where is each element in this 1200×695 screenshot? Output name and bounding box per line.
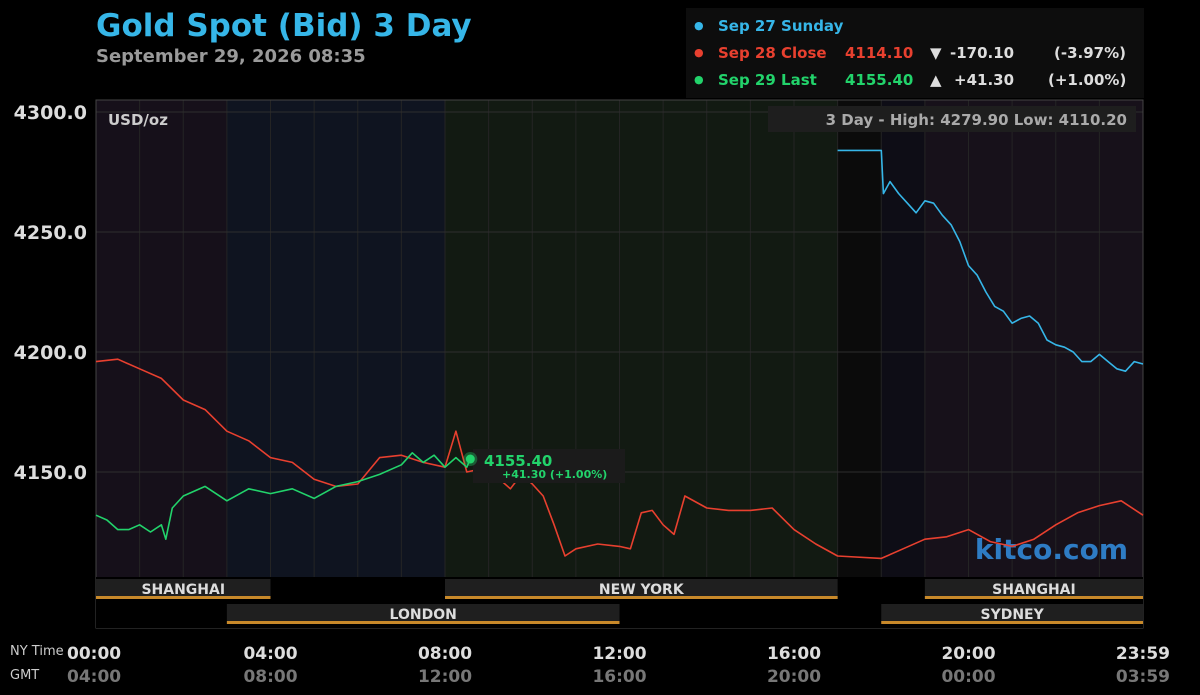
grid-layer xyxy=(96,100,1143,577)
x-tick-label-gmt: 20:00 xyxy=(767,667,821,687)
ny-time-label: NY Time xyxy=(10,644,64,659)
legend-arrow-up-icon: ▲ xyxy=(930,71,942,89)
series-line xyxy=(95,451,472,541)
legend-arrow-down-icon: ▼ xyxy=(930,44,942,62)
series-line xyxy=(837,149,1144,373)
session-label: NEW YORK xyxy=(599,582,685,598)
session-shade xyxy=(445,100,838,577)
session-bar-underline xyxy=(96,596,271,599)
session-bar-underline xyxy=(226,621,620,624)
x-tick-label-ny: 00:00 xyxy=(67,644,121,664)
x-tick-label-ny: 20:00 xyxy=(941,644,995,664)
session-bar xyxy=(445,579,838,599)
session-shade xyxy=(226,100,445,577)
session-shade xyxy=(837,100,882,577)
y-tick-label: 4150.0 xyxy=(14,462,87,484)
session-label: SHANGHAI xyxy=(992,582,1076,598)
legend-price: 4114.10 xyxy=(845,44,914,62)
x-tick-label-gmt: 04:00 xyxy=(67,667,121,687)
legend-dot-icon: ● xyxy=(694,19,704,32)
legend-price: 4155.40 xyxy=(845,71,914,89)
gmt-label: GMT xyxy=(10,668,39,683)
x-tick-label-ny: 08:00 xyxy=(418,644,472,664)
legend-row-sep29: ● Sep 29 Last 4155.40 ▲ +41.30 (+1.00%) xyxy=(686,71,1144,91)
session-bar-underline xyxy=(881,621,1143,624)
x-tick-label-ny: 04:00 xyxy=(243,644,297,664)
range-box xyxy=(768,106,1136,132)
x-tick-label-ny: 16:00 xyxy=(767,644,821,664)
session-bar xyxy=(924,579,1143,599)
session-bar-underline xyxy=(445,596,838,599)
last-price-box xyxy=(473,449,625,483)
chart-title: Gold Spot (Bid) 3 Day xyxy=(96,8,472,44)
x-tick-label-gmt: 16:00 xyxy=(592,667,646,687)
series-layer xyxy=(95,149,1144,560)
legend: ● Sep 27 Sunday ● Sep 28 Close 4114.10 ▼… xyxy=(686,8,1144,98)
x-tick-label-gmt: 12:00 xyxy=(418,667,472,687)
x-tick-label-gmt: 00:00 xyxy=(941,667,995,687)
last-price-label: 4155.40 xyxy=(484,452,552,470)
legend-change: +41.30 xyxy=(954,71,1015,89)
session-bar xyxy=(96,579,271,599)
x-tick-label-ny: 23:59 xyxy=(1116,644,1170,664)
x-tick-label-gmt: 03:59 xyxy=(1116,667,1170,687)
legend-percent: (-3.97%) xyxy=(1054,44,1126,62)
series-line xyxy=(95,358,1144,560)
axis-layer: 4300.0 4250.0 4200.0 4150.0 00:00 04:00 04:00 0… xyxy=(14,102,1170,687)
legend-row-sep27: ● Sep 27 Sunday xyxy=(686,17,1144,37)
session-shade xyxy=(881,100,925,577)
session-shade xyxy=(924,100,1143,577)
session-bar xyxy=(226,604,620,624)
x-tick-label-ny: 12:00 xyxy=(592,644,646,664)
legend-label: Sep 28 Close xyxy=(718,44,827,62)
y-tick-label: 4200.0 xyxy=(14,342,87,364)
legend-dot-icon: ● xyxy=(694,46,704,59)
legend-row-sep28: ● Sep 28 Close 4114.10 ▼ -170.10 (-3.97%… xyxy=(686,44,1144,64)
watermark: kitco.com xyxy=(975,533,1128,566)
legend-change: -170.10 xyxy=(950,44,1015,62)
legend-label: Sep 29 Last xyxy=(718,71,817,89)
session-shade xyxy=(96,100,227,577)
session-background-layer xyxy=(96,100,1143,577)
legend-dot-icon: ● xyxy=(694,73,704,86)
session-bar-underline xyxy=(924,596,1143,599)
session-label: LONDON xyxy=(390,607,457,623)
y-tick-label: 4300.0 xyxy=(14,102,87,124)
unit-label: USD/oz xyxy=(108,111,168,129)
session-bar xyxy=(881,604,1143,624)
legend-label: Sep 27 Sunday xyxy=(718,17,844,35)
last-price-dot xyxy=(465,454,475,464)
y-tick-label: 4250.0 xyxy=(14,222,87,244)
x-tick-label-gmt: 08:00 xyxy=(243,667,297,687)
session-label: SYDNEY xyxy=(980,607,1044,623)
last-change-label: +41.30 (+1.00%) xyxy=(502,468,607,481)
session-bars-layer: SHANGHAI NEW YORK SHANGHAI LONDON SYDNEY xyxy=(96,577,1143,628)
legend-percent: (+1.00%) xyxy=(1048,71,1127,89)
session-label: SHANGHAI xyxy=(141,582,225,598)
chart-timestamp: September 29, 2026 08:35 xyxy=(96,46,366,67)
last-price-marker-layer: 4155.40 +41.30 (+1.00%) xyxy=(463,449,625,483)
range-box-text: 3 Day - High: 4279.90 Low: 4110.20 xyxy=(826,111,1127,129)
